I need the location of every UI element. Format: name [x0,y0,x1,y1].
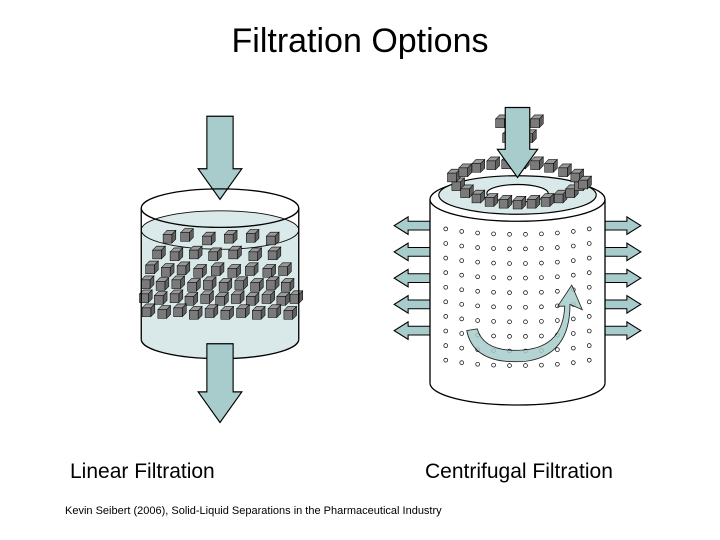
linear-filtration-diagram [140,116,303,422]
centrifugal-filtration-label: Centrifugal Filtration [425,460,613,484]
citation-text: Kevin Seibert (2006), Solid-Liquid Separ… [65,505,442,517]
linear-filtration-label: Linear Filtration [70,460,215,484]
filtration-diagram-svg [0,90,720,440]
page-title: Filtration Options [0,22,720,61]
centrifugal-filtration-diagram [394,108,641,405]
diagrams-container [0,90,720,440]
